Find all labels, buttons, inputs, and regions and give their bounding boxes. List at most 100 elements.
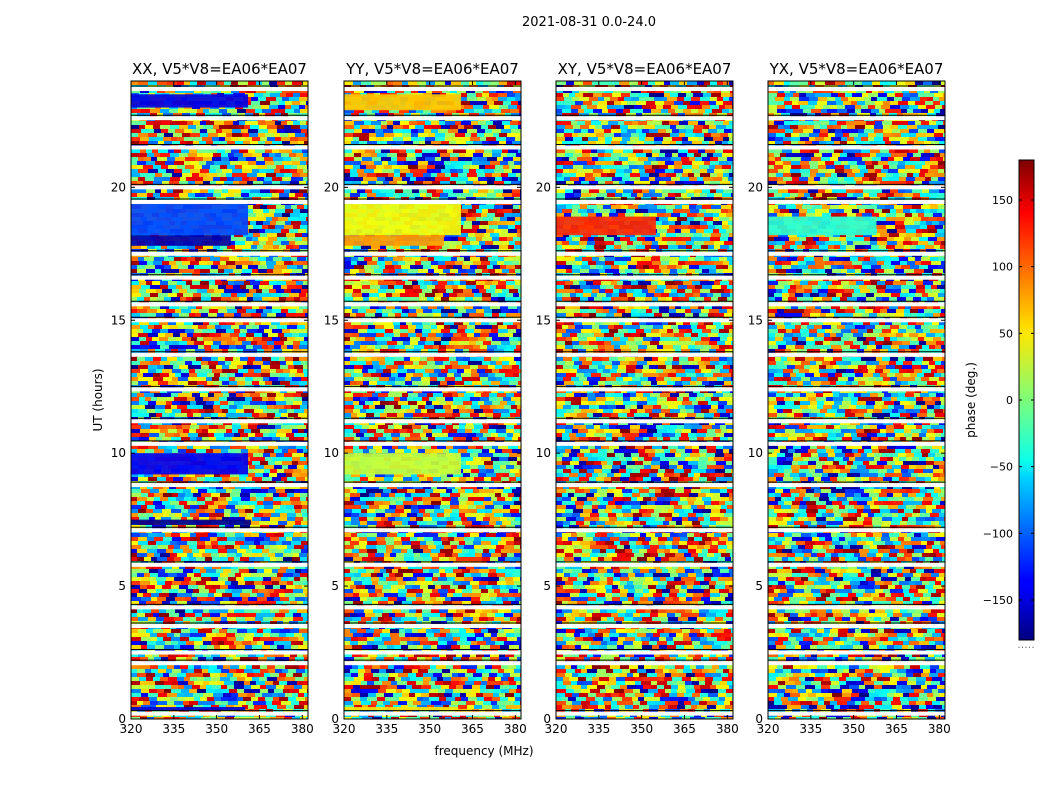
panel-frame — [343, 80, 522, 720]
y-tick-label: 5 — [543, 579, 551, 593]
x-tick-label: 365 — [885, 722, 908, 736]
x-axis-label: frequency (MHz) — [434, 744, 533, 758]
coherent-band — [131, 453, 249, 475]
flagged-gap — [768, 352, 945, 357]
coherent-band — [344, 94, 462, 111]
panel-frame — [130, 80, 309, 720]
y-tick-label: 0 — [755, 712, 763, 726]
flagged-gap — [344, 528, 521, 533]
y-tick-label: 5 — [118, 579, 126, 593]
flagged-gap — [556, 387, 733, 392]
flagged-gap — [768, 650, 945, 655]
y-tick-label: 15 — [324, 313, 339, 327]
flagged-gap — [131, 562, 308, 567]
x-tick-label: 380 — [716, 722, 739, 736]
flagged-gap — [344, 352, 521, 357]
flagged-gap — [344, 623, 521, 628]
x-tick-label: 350 — [630, 722, 653, 736]
flagged-gap — [768, 661, 945, 666]
flagged-gap — [556, 302, 733, 307]
flagged-gap — [344, 650, 521, 655]
panel-frame — [767, 80, 946, 720]
coherent-band — [344, 203, 462, 236]
flagged-gap — [131, 251, 308, 256]
flagged-gap — [344, 441, 521, 446]
flagged-gap — [344, 116, 521, 121]
flagged-gap — [131, 199, 308, 204]
flagged-gap — [131, 419, 308, 424]
flagged-gap — [131, 441, 308, 446]
coherent-band — [131, 235, 231, 246]
flagged-gap — [344, 185, 521, 190]
x-tick-label: 350 — [842, 722, 865, 736]
x-tick-label: 335 — [375, 722, 398, 736]
x-tick-label: 320 — [333, 722, 356, 736]
flagged-gap — [768, 483, 945, 488]
flagged-gap — [131, 661, 308, 666]
flagged-gap — [768, 528, 945, 533]
colorbar-label: phase (deg.) — [964, 362, 978, 438]
y-tick-label: 10 — [748, 446, 763, 460]
flagged-gap — [131, 387, 308, 392]
y-tick-label: 15 — [536, 313, 551, 327]
flagged-gap — [131, 185, 308, 190]
flagged-gap — [556, 199, 733, 204]
flagged-gap — [556, 318, 733, 323]
panels-group: XX, V5*V8=EA06*EA07 320 335 350 365 380 0 5 10 15… — [111, 60, 951, 736]
figure-suptitle: 2021-08-31 0.0-24.0 — [522, 15, 656, 30]
x-tick-label: 350 — [418, 722, 441, 736]
flagged-gap — [768, 562, 945, 567]
y-tick-label: 15 — [111, 313, 126, 327]
panel-title: YX, V5*V8=EA06*EA07 — [769, 60, 944, 78]
flagged-gap — [556, 562, 733, 567]
flagged-gap — [768, 605, 945, 610]
flagged-gap — [556, 528, 733, 533]
coherent-band — [556, 216, 656, 236]
coherent-band — [344, 707, 459, 712]
flagged-gap — [131, 528, 308, 533]
phase-field-1 — [344, 81, 521, 719]
flagged-gap — [768, 185, 945, 190]
x-tick-label: 320 — [757, 722, 780, 736]
phase-field-2 — [556, 81, 733, 719]
y-tick-label: 15 — [748, 313, 763, 327]
flagged-gap — [344, 318, 521, 323]
y-tick-label: 20 — [324, 180, 339, 194]
panel-1: YY, V5*V8=EA06*EA07 320 335 350 365 380 0 5 10 15… — [324, 60, 527, 736]
colorbar-tick-label: −50 — [990, 461, 1013, 474]
flagged-gap — [344, 199, 521, 204]
x-tick-label: 350 — [205, 722, 228, 736]
colorbar-extra-text: ..... — [1017, 638, 1034, 651]
coherent-band — [131, 707, 246, 712]
flagged-gap — [344, 251, 521, 256]
flagged-gap — [556, 441, 733, 446]
coherent-band — [344, 453, 462, 475]
y-tick-label: 20 — [111, 180, 126, 194]
flagged-gap — [556, 86, 733, 91]
flagged-gap — [556, 352, 733, 357]
flagged-gap — [556, 116, 733, 121]
colorbar-tick-label: −100 — [983, 527, 1013, 540]
colorbar-tick-label: 0 — [1006, 394, 1013, 407]
flagged-gap — [556, 251, 733, 256]
flagged-gap — [344, 661, 521, 666]
colorbar-tick-label: −150 — [983, 594, 1013, 607]
flagged-gap — [768, 275, 945, 280]
coherent-band — [131, 203, 249, 236]
flagged-gap — [131, 711, 308, 716]
flagged-gap — [556, 605, 733, 610]
x-tick-label: 335 — [799, 722, 822, 736]
flagged-gap — [344, 145, 521, 150]
flagged-gap — [131, 623, 308, 628]
flagged-gap — [344, 275, 521, 280]
y-tick-label: 0 — [118, 712, 126, 726]
flagged-gap — [131, 275, 308, 280]
flagged-gap — [556, 650, 733, 655]
panel-title: XY, V5*V8=EA06*EA07 — [558, 60, 732, 78]
flagged-gap — [344, 419, 521, 424]
flagged-gap — [556, 419, 733, 424]
flagged-gap — [556, 623, 733, 628]
flagged-gap — [131, 605, 308, 610]
y-tick-label: 0 — [331, 712, 339, 726]
